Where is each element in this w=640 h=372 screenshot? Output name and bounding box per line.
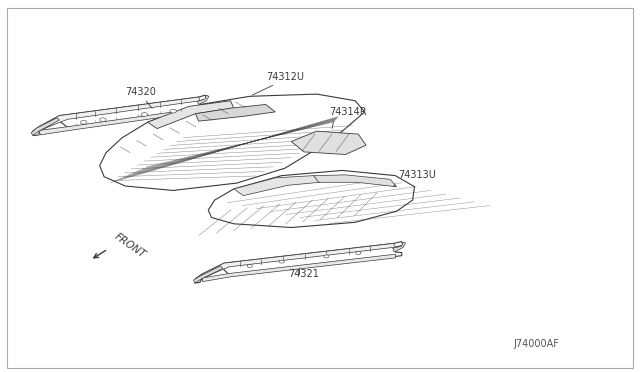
Polygon shape <box>393 242 406 252</box>
Polygon shape <box>193 266 223 283</box>
Circle shape <box>324 255 329 258</box>
Polygon shape <box>291 131 366 154</box>
Polygon shape <box>208 170 415 228</box>
Text: 74312U: 74312U <box>266 72 304 82</box>
Polygon shape <box>314 175 397 187</box>
Polygon shape <box>234 176 320 196</box>
Text: FRONT: FRONT <box>113 231 147 260</box>
Circle shape <box>356 251 361 254</box>
Polygon shape <box>202 243 396 278</box>
Text: 74314R: 74314R <box>330 108 367 118</box>
Polygon shape <box>100 94 365 190</box>
Polygon shape <box>197 95 209 105</box>
Polygon shape <box>39 108 200 135</box>
Polygon shape <box>33 95 206 136</box>
Text: 74313U: 74313U <box>398 170 436 180</box>
Polygon shape <box>39 97 200 131</box>
Circle shape <box>141 113 148 116</box>
Polygon shape <box>148 101 234 129</box>
Circle shape <box>81 121 87 124</box>
Circle shape <box>279 260 284 263</box>
Polygon shape <box>202 254 396 282</box>
Circle shape <box>100 118 106 122</box>
Polygon shape <box>31 118 60 136</box>
Polygon shape <box>195 241 403 283</box>
Polygon shape <box>195 105 275 121</box>
Circle shape <box>170 109 176 113</box>
Text: 74320: 74320 <box>125 87 156 97</box>
Circle shape <box>247 264 252 267</box>
Text: 74321: 74321 <box>288 269 319 279</box>
Text: J74000AF: J74000AF <box>514 339 559 349</box>
